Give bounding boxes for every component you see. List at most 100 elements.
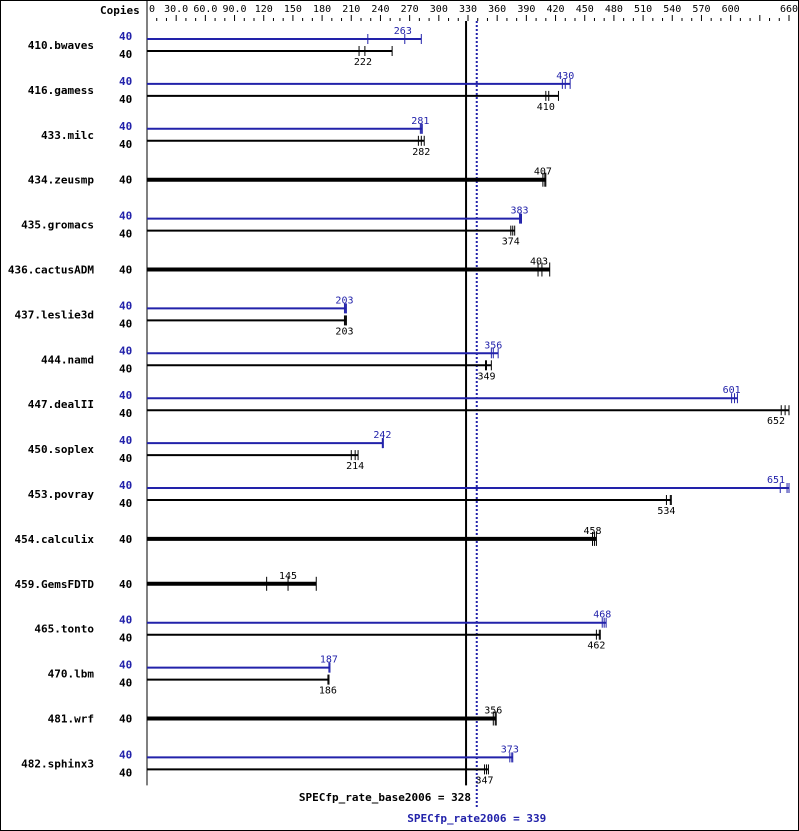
peak-value-label: 383 <box>511 206 529 217</box>
tick-label: 210 <box>342 4 360 15</box>
base-value-label: 462 <box>587 641 605 652</box>
base-copies: 40 <box>119 264 132 277</box>
peak-value-label: 203 <box>335 295 353 306</box>
base-copies: 40 <box>119 452 132 465</box>
base-value-label: 652 <box>767 416 785 427</box>
tick-label: 180 <box>313 4 331 15</box>
tick-label: 390 <box>517 4 535 15</box>
base-copies: 40 <box>119 317 132 330</box>
benchmark-label: 481.wrf <box>48 713 94 726</box>
peak-value-label: 373 <box>501 744 519 755</box>
base-value-label: 458 <box>583 526 601 537</box>
peak-value-label: 187 <box>320 655 338 666</box>
base-metric-label: SPECfp_rate_base2006 = 328 <box>299 791 471 804</box>
benchmark-label: 447.dealII <box>28 398 94 411</box>
peak-copies: 40 <box>119 614 132 627</box>
benchmark-label: 454.calculix <box>15 533 95 546</box>
benchmark-label: 465.tonto <box>34 623 94 636</box>
tick-label: 60.0 <box>193 4 217 15</box>
tick-label: 360 <box>488 4 506 15</box>
base-copies: 40 <box>119 174 132 187</box>
base-value-label: 203 <box>335 326 353 337</box>
peak-value-label: 468 <box>593 610 611 621</box>
base-copies: 40 <box>119 677 132 690</box>
benchmark-label: 453.povray <box>28 488 95 501</box>
base-copies: 40 <box>119 48 132 61</box>
benchmark-label: 434.zeusmp <box>28 174 95 187</box>
tick-label: 270 <box>401 4 419 15</box>
tick-label: 90.0 <box>222 4 246 15</box>
peak-copies: 40 <box>119 30 132 43</box>
benchmark-label: 416.gamess <box>28 84 94 97</box>
base-copies: 40 <box>119 713 132 726</box>
base-copies: 40 <box>119 228 132 241</box>
peak-value-label: 651 <box>767 475 785 486</box>
base-copies: 40 <box>119 93 132 106</box>
base-value-label: 349 <box>477 371 495 382</box>
tick-label: 480 <box>605 4 623 15</box>
base-value-label: 407 <box>534 167 552 178</box>
tick-label: 150 <box>284 4 302 15</box>
benchmark-label: 444.namd <box>41 353 94 366</box>
peak-copies: 40 <box>119 210 132 223</box>
base-value-label: 403 <box>530 257 548 268</box>
peak-copies: 40 <box>119 389 132 402</box>
base-value-label: 145 <box>279 571 297 582</box>
peak-copies: 40 <box>119 299 132 312</box>
tick-label: 540 <box>663 4 681 15</box>
base-value-label: 214 <box>346 461 364 472</box>
benchmark-label: 470.lbm <box>48 668 95 681</box>
tick-label: 660 <box>780 4 798 15</box>
benchmark-label: 410.bwaves <box>28 39 94 52</box>
benchmark-label: 450.soplex <box>28 443 95 456</box>
benchmark-label: 433.milc <box>41 129 94 142</box>
base-value-label: 186 <box>319 686 337 697</box>
benchmark-label: 482.sphinx3 <box>21 757 94 770</box>
benchmark-label: 459.GemsFDTD <box>15 578 95 591</box>
base-value-label: 356 <box>484 706 502 717</box>
base-value-label: 410 <box>537 102 555 113</box>
peak-value-label: 430 <box>556 71 574 82</box>
tick-label: 240 <box>371 4 389 15</box>
tick-label: 420 <box>547 4 565 15</box>
base-copies: 40 <box>119 533 132 546</box>
tick-label: 120 <box>255 4 273 15</box>
peak-copies: 40 <box>119 479 132 492</box>
base-copies: 40 <box>119 766 132 779</box>
base-value-label: 347 <box>476 775 494 786</box>
tick-label: 570 <box>692 4 710 15</box>
peak-metric-label: SPECfp_rate2006 = 339 <box>407 812 546 825</box>
base-copies: 40 <box>119 407 132 420</box>
peak-value-label: 242 <box>373 430 391 441</box>
peak-copies: 40 <box>119 75 132 88</box>
peak-value-label: 263 <box>394 26 412 37</box>
peak-copies: 40 <box>119 120 132 133</box>
base-copies: 40 <box>119 632 132 645</box>
peak-copies: 40 <box>119 659 132 672</box>
tick-label: 30.0 <box>164 4 188 15</box>
base-copies: 40 <box>119 578 132 591</box>
base-value-label: 282 <box>412 147 430 158</box>
benchmark-label: 437.leslie3d <box>15 308 94 321</box>
base-value-label: 222 <box>354 57 372 68</box>
peak-copies: 40 <box>119 344 132 357</box>
copies-header: Copies <box>100 4 140 17</box>
tick-label: 450 <box>576 4 594 15</box>
base-copies: 40 <box>119 362 132 375</box>
tick-label: 600 <box>722 4 740 15</box>
peak-value-label: 601 <box>723 385 741 396</box>
base-value-label: 534 <box>657 506 675 517</box>
base-copies: 40 <box>119 497 132 510</box>
peak-value-label: 281 <box>411 116 429 127</box>
peak-value-label: 356 <box>484 340 502 351</box>
base-copies: 40 <box>119 138 132 151</box>
base-value-label: 374 <box>502 237 520 248</box>
tick-label: 0 <box>149 4 155 15</box>
peak-copies: 40 <box>119 748 132 761</box>
tick-label: 330 <box>459 4 477 15</box>
peak-copies: 40 <box>119 434 132 447</box>
benchmark-label: 435.gromacs <box>21 219 94 232</box>
tick-label: 300 <box>430 4 448 15</box>
